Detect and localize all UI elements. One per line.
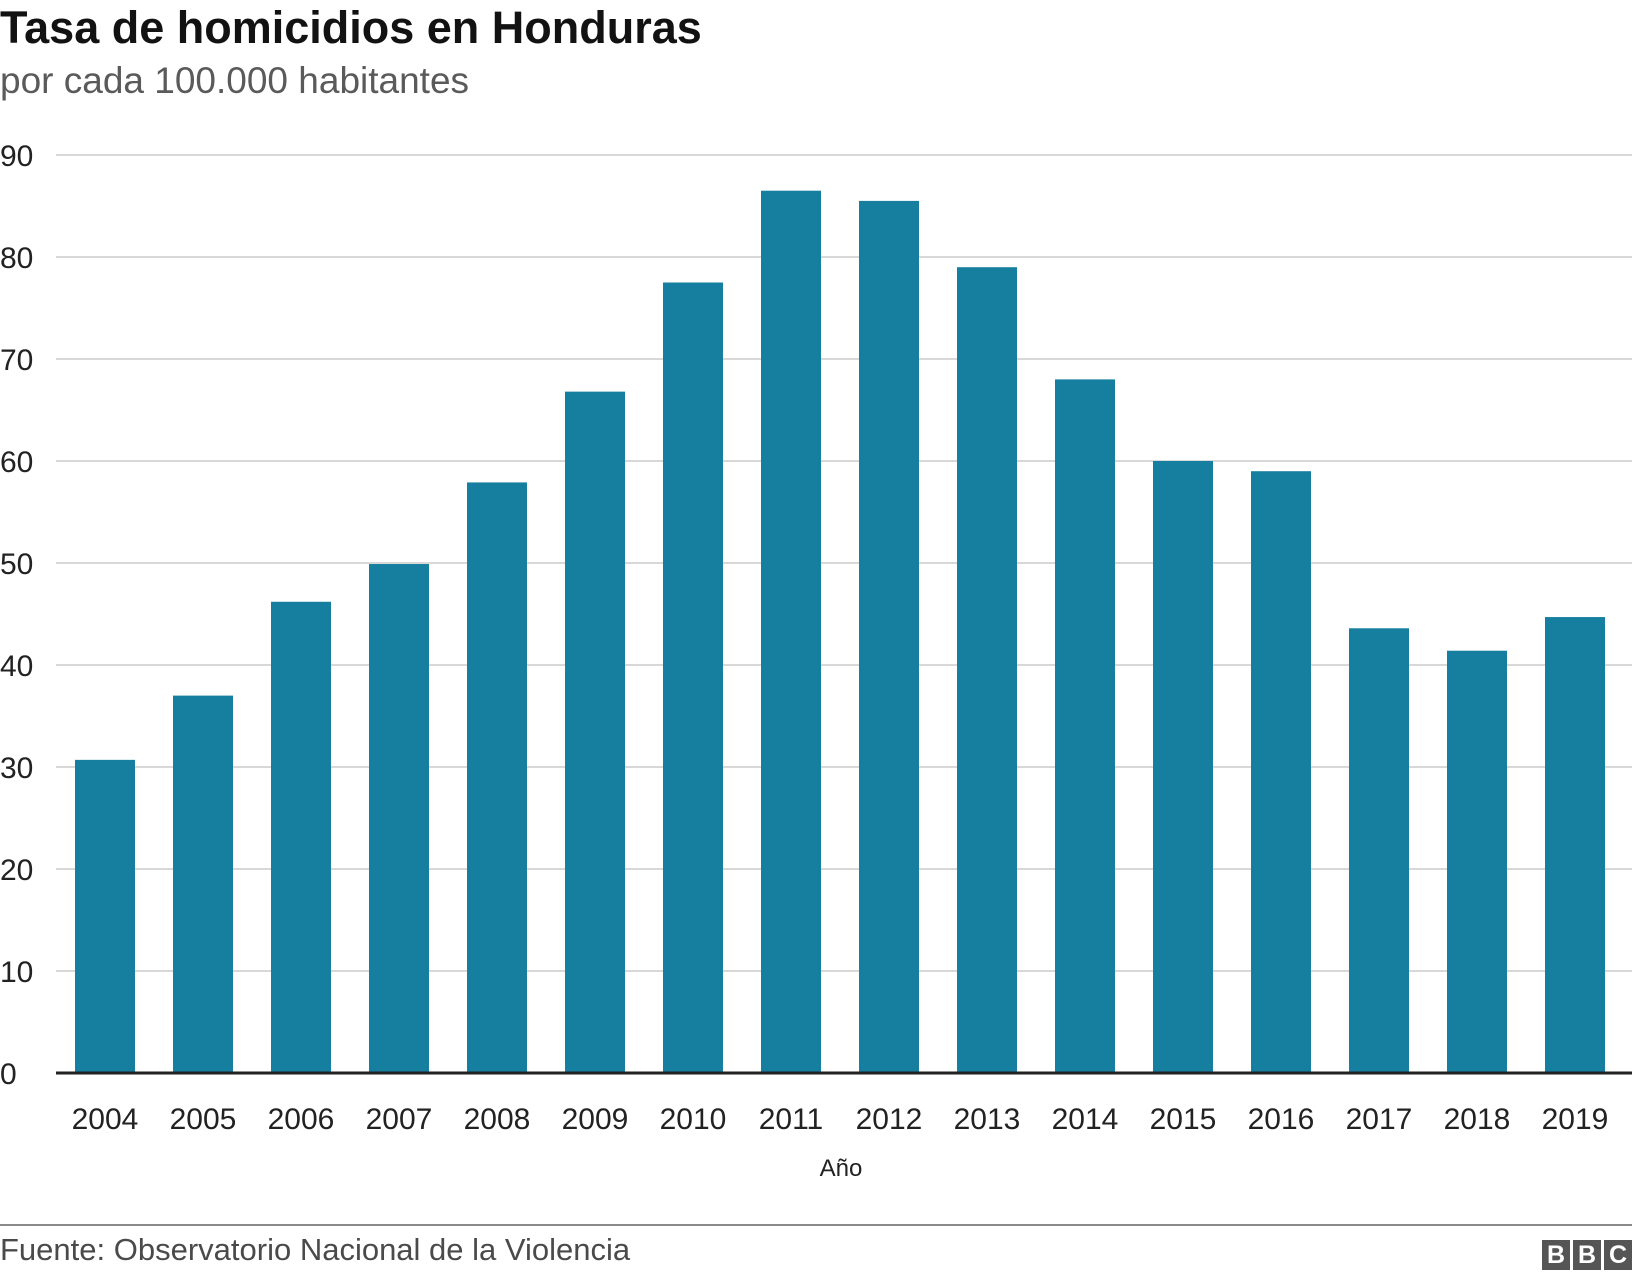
y-tick-label: 70 [0, 344, 33, 377]
y-tick-label: 10 [0, 956, 33, 989]
logo-letter-b1: B [1542, 1240, 1570, 1270]
x-tick-label: 2013 [954, 1103, 1021, 1136]
bar-2019 [1545, 617, 1605, 1073]
x-tick-label: 2004 [72, 1103, 139, 1136]
x-tick-label: 2014 [1052, 1103, 1119, 1136]
bar-2007 [369, 564, 429, 1073]
bar-2009 [565, 391, 625, 1073]
bar-2013 [957, 267, 1017, 1073]
x-tick-label: 2005 [170, 1103, 237, 1136]
chart-subtitle: por cada 100.000 habitantes [0, 60, 470, 101]
bar-2014 [1055, 379, 1115, 1073]
chart-title: Tasa de homicidios en Honduras [0, 2, 702, 53]
y-tick-label: 80 [0, 242, 33, 275]
x-tick-label: 2018 [1444, 1103, 1511, 1136]
x-axis-ticks: 2004 2005 2006 2007 2008 2009 2010 2011 2012 2013… [72, 1103, 1609, 1136]
bar-2005 [173, 695, 233, 1073]
bar-2017 [1349, 628, 1409, 1073]
bar-2012 [859, 200, 919, 1073]
bar-2016 [1251, 471, 1311, 1073]
source-note: Fuente: Observatorio Nacional de la Viol… [0, 1232, 631, 1267]
bar-chart: 0 10 20 30 40 50 60 70 80 90 2004 2005 2006 2007 2008… [0, 140, 1632, 1182]
bar-2018 [1447, 650, 1507, 1073]
x-axis-label: Año [820, 1155, 863, 1182]
bar-2010 [663, 282, 723, 1073]
bar-2008 [467, 482, 527, 1073]
y-tick-label: 60 [0, 446, 33, 479]
bbc-logo: B B C [1542, 1240, 1632, 1270]
bar-2011 [761, 190, 821, 1073]
x-tick-label: 2011 [759, 1103, 824, 1136]
bars [75, 190, 1605, 1073]
logo-letter-b2: B [1573, 1240, 1601, 1270]
y-tick-label: 40 [0, 650, 33, 683]
footer-divider [0, 1224, 1632, 1226]
logo-letter-c: C [1604, 1240, 1632, 1270]
y-tick-label: 30 [0, 752, 33, 785]
y-tick-label: 20 [0, 854, 33, 887]
bar-2004 [75, 759, 135, 1073]
x-tick-label: 2010 [660, 1103, 727, 1136]
y-axis-ticks: 0 10 20 30 40 50 60 70 80 90 [0, 140, 33, 1091]
y-tick-label: 0 [0, 1058, 17, 1091]
bar-2006 [271, 601, 331, 1073]
x-tick-label: 2009 [562, 1103, 629, 1136]
x-tick-label: 2008 [464, 1103, 531, 1136]
bar-2015 [1153, 461, 1213, 1073]
y-tick-label: 50 [0, 548, 33, 581]
x-tick-label: 2015 [1150, 1103, 1217, 1136]
x-tick-label: 2017 [1346, 1103, 1413, 1136]
x-tick-label: 2012 [856, 1103, 923, 1136]
x-tick-label: 2019 [1542, 1103, 1609, 1136]
x-tick-label: 2006 [268, 1103, 335, 1136]
x-tick-label: 2016 [1248, 1103, 1315, 1136]
x-tick-label: 2007 [366, 1103, 433, 1136]
y-tick-label: 90 [0, 140, 33, 173]
